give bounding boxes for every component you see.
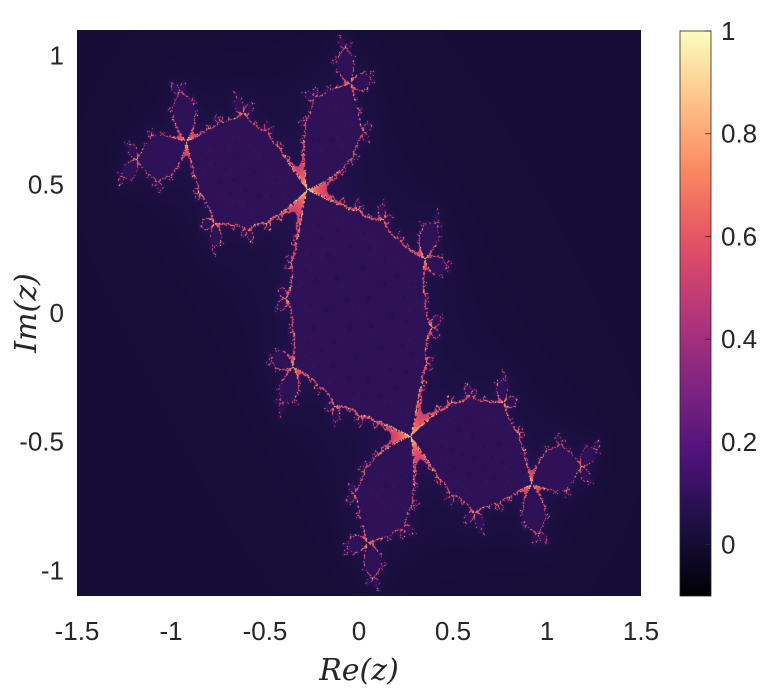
x-tick-label: 0 bbox=[352, 616, 366, 646]
x-tick-label: -1 bbox=[159, 616, 182, 646]
y-tick-label: -0.5 bbox=[19, 427, 64, 457]
x-tick-label: 1.5 bbox=[623, 616, 659, 646]
x-tick-label: 0.5 bbox=[435, 616, 471, 646]
y-axis-tick-labels: -1 -0.5 0 0.5 1 bbox=[19, 41, 64, 586]
x-axis-label: Re(z) bbox=[318, 653, 399, 688]
colorbar: 0 0.2 0.4 0.6 0.8 1 bbox=[679, 16, 757, 597]
plot-area bbox=[77, 30, 641, 596]
x-tick-label: -0.5 bbox=[243, 616, 288, 646]
y-tick-label: 0.5 bbox=[28, 169, 64, 199]
y-tick-label: 1 bbox=[50, 41, 64, 71]
colorbar-tick-label: 0 bbox=[721, 530, 735, 560]
x-tick-label: -1.5 bbox=[55, 616, 100, 646]
colorbar-tick-label: 0.6 bbox=[721, 221, 757, 251]
colorbar-tick-label: 0.8 bbox=[721, 119, 757, 149]
colorbar-tick-label: 0.2 bbox=[721, 427, 757, 457]
x-tick-label: 1 bbox=[540, 616, 554, 646]
colorbar-frame bbox=[679, 30, 712, 597]
colorbar-tick-labels: 0 0.2 0.4 0.6 0.8 1 bbox=[705, 16, 757, 560]
colorbar-gradient bbox=[680, 31, 711, 596]
colorbar-tick-label: 0.4 bbox=[721, 324, 757, 354]
colorbar-tick-label: 1 bbox=[721, 16, 735, 46]
y-axis-label: Im(z) bbox=[9, 273, 44, 354]
heatmap-image bbox=[77, 30, 641, 596]
x-axis-tick-labels: -1.5 -1 -0.5 0 0.5 1 1.5 bbox=[55, 616, 659, 646]
y-tick-label: 0 bbox=[50, 298, 64, 328]
y-tick-label: -1 bbox=[41, 555, 64, 585]
